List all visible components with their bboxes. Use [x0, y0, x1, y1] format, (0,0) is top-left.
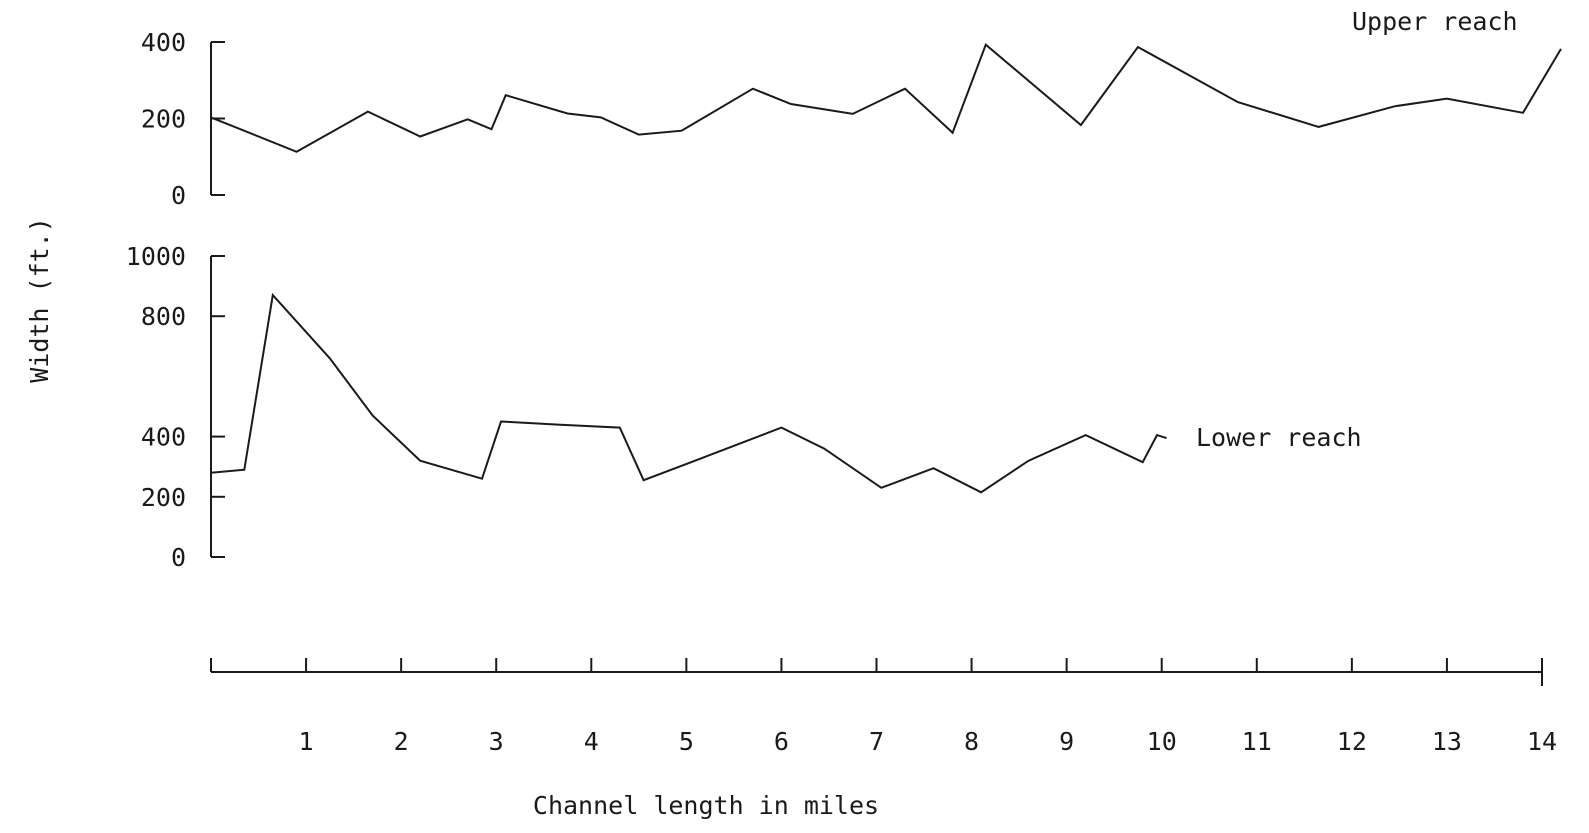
y-axis-title: Width (ft.) [25, 217, 54, 383]
x-tick-label: 13 [1432, 727, 1462, 756]
upper-series-line [210, 43, 1562, 153]
lower-y-tick-label: 1000 [126, 242, 186, 271]
upper-y-tick-label: 200 [141, 105, 186, 134]
x-tick-label: 7 [869, 727, 884, 756]
upper-series-label: Upper reach [1352, 7, 1518, 36]
lower-series-line [210, 292, 1167, 494]
lower-series-label: Lower reach [1196, 423, 1362, 452]
x-tick-label: 11 [1242, 727, 1272, 756]
x-tick-label: 6 [774, 727, 789, 756]
lower-y-tick-label: 0 [171, 543, 186, 572]
x-tick-label: 8 [964, 727, 979, 756]
lower-y-tick-label: 200 [141, 483, 186, 512]
x-axis-title: Channel length in miles [533, 791, 879, 820]
upper-reach-panel: 400 200 0 Upper reach [141, 7, 1562, 210]
x-tick-label: 9 [1059, 727, 1074, 756]
x-tick-label: 14 [1527, 727, 1557, 756]
x-tick-label: 5 [679, 727, 694, 756]
x-tick-label: 4 [584, 727, 599, 756]
x-tick-label: 12 [1337, 727, 1367, 756]
upper-y-tick-label: 0 [171, 181, 186, 210]
x-tick-label: 2 [394, 727, 409, 756]
lower-reach-panel: 1000 800 400 200 0 Lower reach [126, 242, 1362, 572]
lower-y-tick-label: 800 [141, 302, 186, 331]
lower-y-tick-label: 400 [141, 423, 186, 452]
x-tick-label: 1 [299, 727, 314, 756]
x-tick-label: 3 [489, 727, 504, 756]
upper-y-tick-label: 400 [141, 28, 186, 57]
x-tick-label: 10 [1147, 727, 1177, 756]
x-axis: 1 2 3 4 5 6 7 8 9 10 11 12 13 14 [210, 658, 1557, 756]
